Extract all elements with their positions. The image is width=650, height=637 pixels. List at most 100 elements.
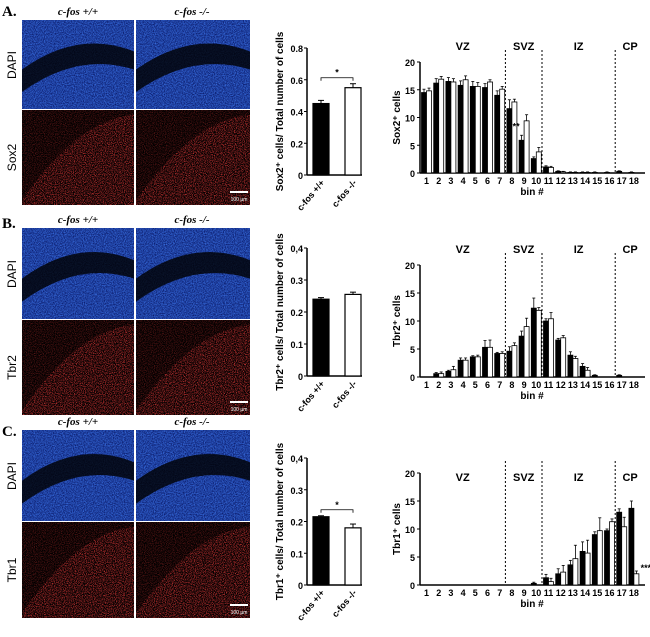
bin-bar-wildtype [604, 530, 610, 586]
x-tick-label: 10 [531, 176, 541, 186]
bin-bar-knockout [572, 558, 579, 586]
zone-label-cp: CP [622, 41, 637, 53]
bin-bar-wildtype [530, 158, 537, 174]
bin-bar-knockout [535, 151, 542, 174]
y-axis-label: Sox2⁺ cells/ Total number of cells [275, 31, 286, 191]
bin-bar-wildtype [616, 374, 623, 378]
stain-label: Tbr1 [5, 557, 19, 582]
x-tick-label: 17 [617, 380, 627, 390]
x-tick-label: 13 [568, 176, 578, 186]
x-tick-label: 11 [544, 176, 554, 186]
x-axis-label: bin # [520, 599, 544, 610]
zone-label-svz: SVZ [513, 244, 535, 256]
bin-bar-knockout [487, 346, 493, 378]
zone-label-svz: SVZ [513, 472, 535, 484]
bin-bar-wildtype [433, 373, 440, 378]
bin-bar-wildtype [628, 507, 635, 586]
bin-bar-knockout [474, 86, 481, 174]
x-tick-label: 13 [568, 380, 578, 390]
bar-wildtype [312, 516, 330, 586]
x-tick-label: 16 [604, 176, 614, 186]
x-tick-label: c-fos -/- [330, 379, 359, 410]
significance-marker: ** [513, 121, 521, 131]
x-tick-label: 7 [497, 380, 502, 390]
dark-band [136, 251, 250, 302]
dim-region [22, 522, 134, 614]
x-tick-label: 8 [509, 380, 514, 390]
bin-bar-wildtype [421, 92, 427, 174]
bin-bar-knockout [523, 120, 530, 174]
x-tick-label: 9 [522, 588, 527, 598]
x-tick-label: 15 [592, 380, 602, 390]
significance-bracket [320, 77, 354, 81]
y-tick-label: 20 [405, 469, 415, 479]
bar-knockout [344, 527, 362, 586]
bin-bar-wildtype [628, 172, 635, 174]
y-tick-label: 15 [405, 86, 415, 96]
bin-bar-knockout [499, 88, 506, 174]
x-tick-label: 10 [531, 588, 541, 598]
bin-bar-wildtype [530, 307, 537, 378]
scale-bar [230, 604, 248, 606]
y-tick-label: 0.2 [290, 139, 303, 149]
x-tick-label: 3 [448, 176, 453, 186]
genotype-label-knockout: c-fos -/- [174, 416, 209, 428]
x-tick-label: 6 [485, 588, 490, 598]
bin-bar-knockout [426, 90, 432, 174]
bin-bar-knockout [548, 318, 554, 378]
dim-region [136, 320, 250, 411]
bin-bar-wildtype [579, 551, 586, 586]
bin-bar-knockout [450, 369, 457, 378]
bin-bar-knockout [584, 172, 591, 174]
bin-bar-wildtype [445, 370, 452, 378]
bin-bar-wildtype [591, 172, 598, 174]
bin-bar-wildtype [579, 172, 586, 174]
bin-bar-knockout [511, 345, 518, 378]
bar-knockout [344, 293, 362, 377]
micrograph-wildtype [22, 20, 134, 205]
dapi-label: DAPI [5, 260, 19, 288]
genotype-label-knockout: c-fos -/- [174, 6, 209, 18]
bin-bar-wildtype [555, 339, 562, 378]
bin-bar-wildtype [567, 354, 574, 378]
y-tick-label: 0 [410, 169, 415, 179]
x-tick-label: c-fos -/- [330, 178, 359, 209]
micrograph-knockout [136, 20, 250, 205]
x-tick-label: 18 [629, 176, 639, 186]
bin-bar-wildtype [567, 564, 574, 586]
zone-label-vz: VZ [456, 41, 470, 53]
x-tick-label: 4 [461, 176, 466, 186]
x-tick-label: c-fos -/- [330, 588, 359, 619]
scale-bar [230, 401, 248, 403]
y-tick-label: 0.2 [290, 308, 303, 318]
x-tick-label: 7 [497, 588, 502, 598]
bin-bar-knockout [633, 573, 640, 586]
x-tick-label: 18 [629, 380, 639, 390]
y-tick-label: 5 [410, 345, 415, 355]
bin-bar-wildtype [494, 353, 501, 378]
bin-bar-wildtype [543, 577, 549, 586]
x-tick-label: 3 [448, 588, 453, 598]
bin-bar-knockout [548, 581, 554, 586]
y-axis-label: Tbr1⁺ cells/ Total number of cells [275, 442, 286, 600]
x-axis-label: bin # [520, 391, 544, 402]
x-tick-label: 2 [436, 380, 441, 390]
panel-label: A. [2, 4, 17, 20]
bin-bar-wildtype [445, 81, 452, 174]
genotype-label-wildtype: c-fos +/+ [58, 6, 98, 18]
x-tick-label: 16 [604, 588, 614, 598]
bin-bar-knockout [548, 167, 554, 174]
bin-bar-wildtype [616, 511, 623, 586]
y-tick-label: 0.2 [290, 518, 303, 528]
panel-label: B. [2, 216, 16, 232]
bin-bar-wildtype [518, 139, 525, 174]
x-tick-label: 10 [531, 380, 541, 390]
x-tick-label: 5 [473, 588, 478, 598]
y-tick-label: 0.1 [290, 549, 303, 559]
bin-bar-wildtype [469, 356, 476, 378]
bin-bar-knockout [596, 530, 603, 586]
x-tick-label: 13 [568, 588, 578, 598]
bin-bar-wildtype [530, 582, 537, 586]
bin-bar-knockout [584, 369, 591, 378]
dark-band [22, 251, 134, 302]
